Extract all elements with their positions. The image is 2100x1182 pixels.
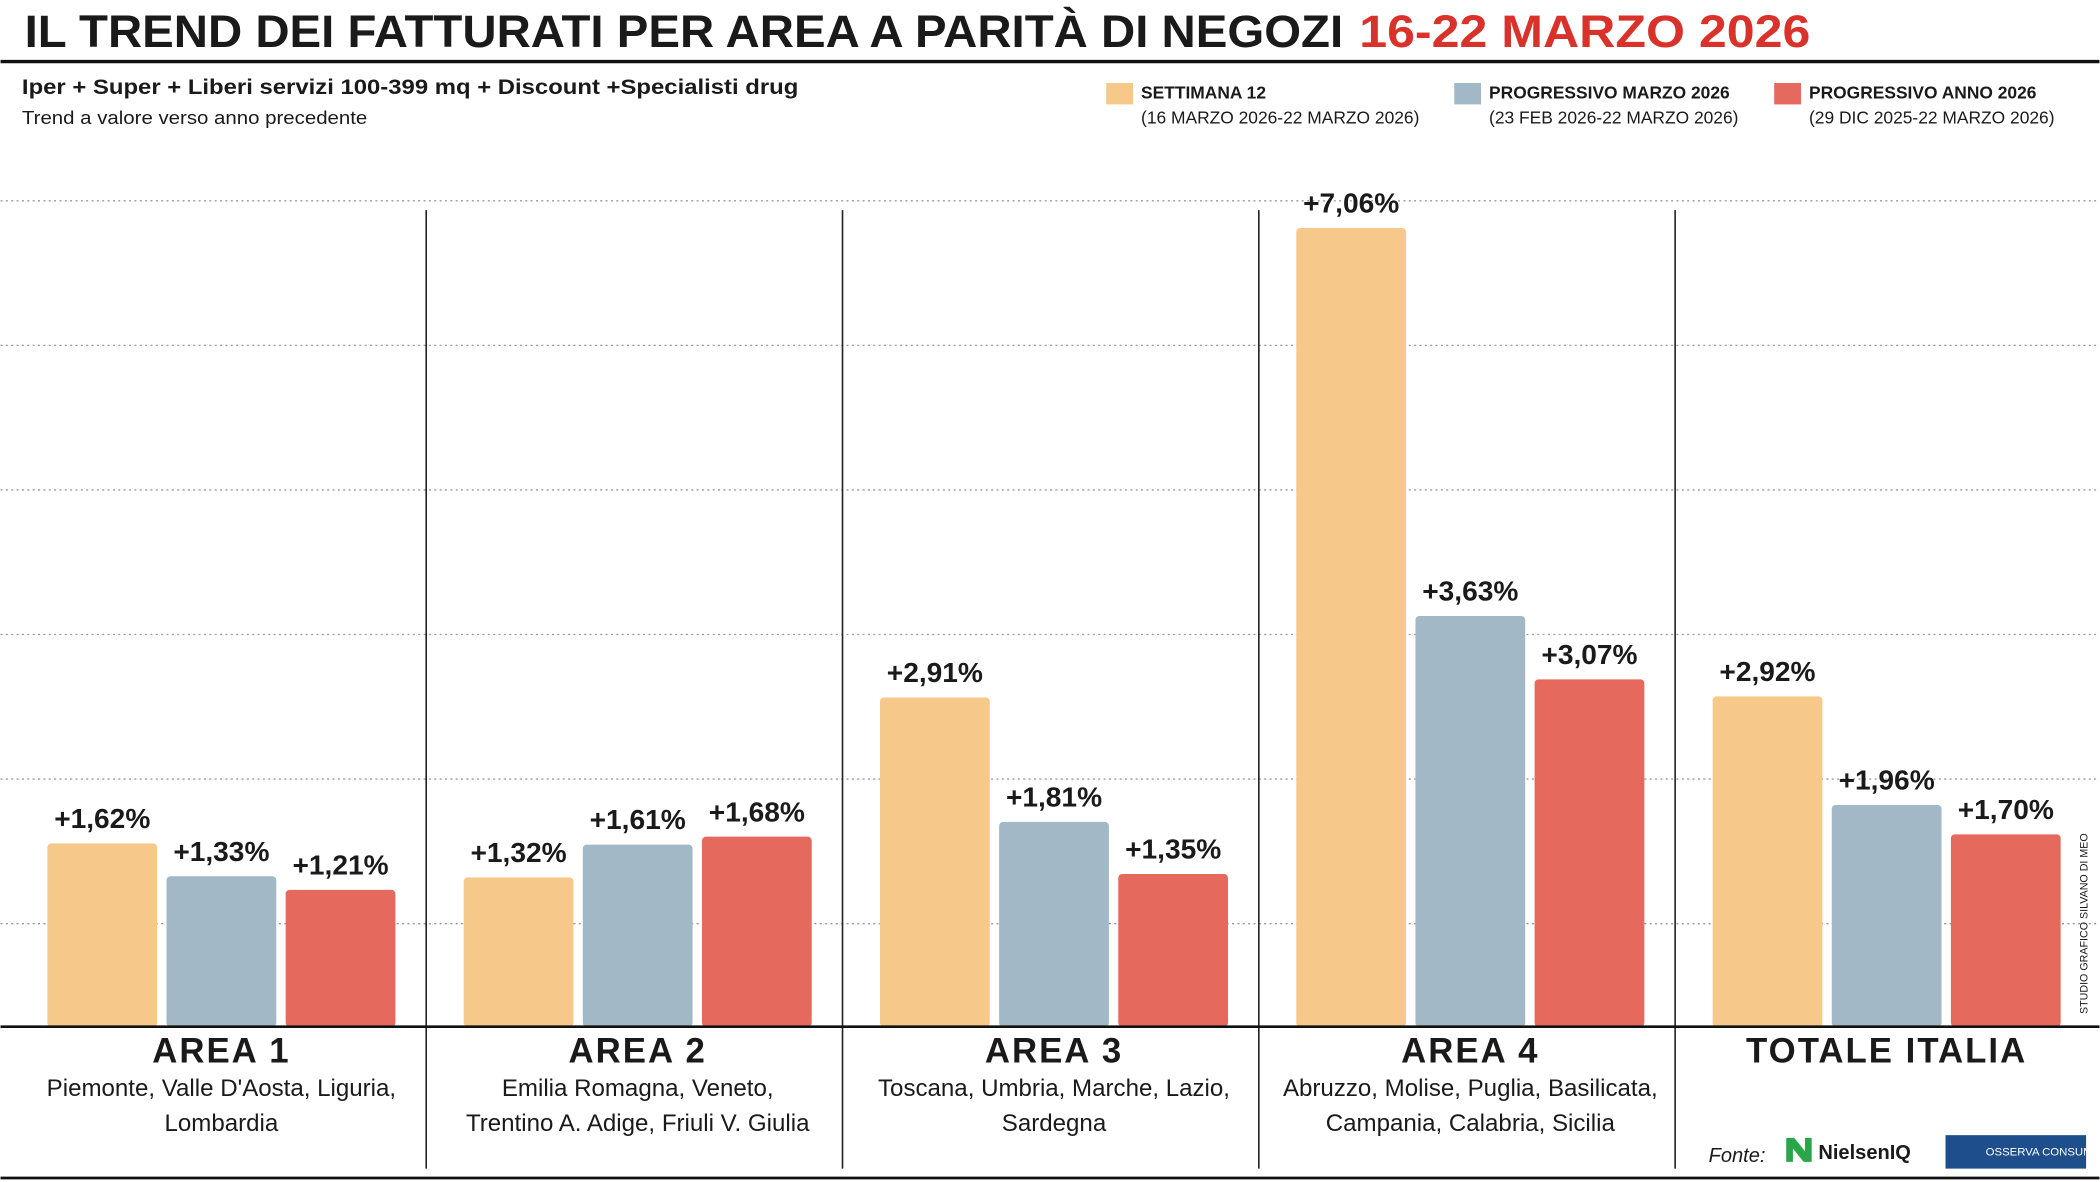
bar (582, 844, 693, 1027)
bar (999, 821, 1109, 1027)
credit: STUDIO GRAFICO SILVANO DI MEO (2079, 833, 2091, 1014)
source-logo-icon (1786, 1137, 1812, 1162)
value-label: +3,63% (1422, 576, 1518, 607)
region-label: Piemonte, Valle D'Aosta, Liguria, (47, 1075, 396, 1102)
region-label: Abruzzo, Molise, Puglia, Basilicata, (1283, 1075, 1658, 1102)
value-label: +1,21% (292, 849, 388, 880)
legend-label: PROGRESSIVO MARZO 2026 (1489, 82, 1730, 102)
bar (701, 836, 812, 1027)
bar (1534, 679, 1645, 1027)
x-tick-label: AREA 2 (569, 1032, 707, 1071)
value-label: +1,70% (1958, 794, 2054, 825)
chart-title-highlight: 16-22 MARZO 2026 (1359, 6, 1810, 57)
value-label: +1,35% (1125, 834, 1221, 865)
bar (166, 876, 277, 1027)
subtitle-2: Trend a valore verso anno precedente (22, 107, 367, 128)
source-1: NielsenIQ (1818, 1142, 1911, 1164)
value-label: +1,81% (1006, 782, 1102, 813)
region-label: Toscana, Umbria, Marche, Lazio, (878, 1075, 1230, 1102)
source-label: Fonte: (1709, 1145, 1766, 1167)
legend-label: SETTIMANA 12 (1141, 82, 1266, 102)
x-tick-label: AREA 4 (1401, 1032, 1539, 1071)
chart-title: IL TREND DEI FATTURATI PER AREA A PARITÀ… (25, 6, 1344, 57)
value-label: +3,07% (1541, 639, 1637, 670)
region-label: Sardegna (1002, 1110, 1107, 1137)
legend-period: (29 DIC 2025-22 MARZO 2026) (1809, 108, 2055, 128)
value-label: +1,68% (709, 796, 805, 827)
legend-swatch (1106, 82, 1133, 105)
value-label: +1,32% (471, 837, 567, 868)
bar (879, 697, 990, 1027)
x-tick-label: TOTALE ITALIA (1746, 1032, 2027, 1071)
source-2-box (1945, 1135, 2087, 1169)
bar (285, 889, 396, 1027)
bar (1296, 227, 1407, 1027)
subtitle: Iper + Super + Liberi servizi 100-399 mq… (22, 75, 798, 99)
legend-period: (16 MARZO 2026-22 MARZO 2026) (1141, 108, 1419, 128)
value-label: +2,92% (1719, 656, 1815, 687)
value-label: +1,33% (173, 836, 269, 867)
legend-period: (23 FEB 2026-22 MARZO 2026) (1489, 108, 1738, 128)
bar (1712, 696, 1823, 1027)
value-label: +1,61% (590, 804, 686, 835)
bar (463, 877, 574, 1027)
value-label: +1,96% (1839, 765, 1935, 796)
x-tick-label: AREA 3 (985, 1032, 1123, 1071)
region-label: Emilia Romagna, Veneto, (502, 1075, 774, 1102)
x-tick-label: AREA 1 (152, 1032, 290, 1071)
bar (1831, 804, 1942, 1027)
value-label: +7,06% (1303, 188, 1399, 219)
value-label: +1,62% (54, 803, 150, 834)
legend-swatch (1454, 82, 1482, 105)
region-label: Trentino A. Adige, Friuli V. Giulia (466, 1110, 810, 1137)
legend-swatch (1774, 82, 1801, 105)
bar (1950, 834, 2061, 1027)
bar (47, 843, 158, 1027)
legend-label: PROGRESSIVO ANNO 2026 (1809, 82, 2037, 102)
region-label: Lombardia (165, 1110, 279, 1137)
source-2: OSSERVA CONSUMI (1986, 1147, 2096, 1159)
value-label: +2,91% (887, 657, 983, 688)
bar (1118, 873, 1229, 1027)
region-label: Campania, Calabria, Sicilia (1326, 1110, 1616, 1137)
bar (1415, 616, 1526, 1027)
